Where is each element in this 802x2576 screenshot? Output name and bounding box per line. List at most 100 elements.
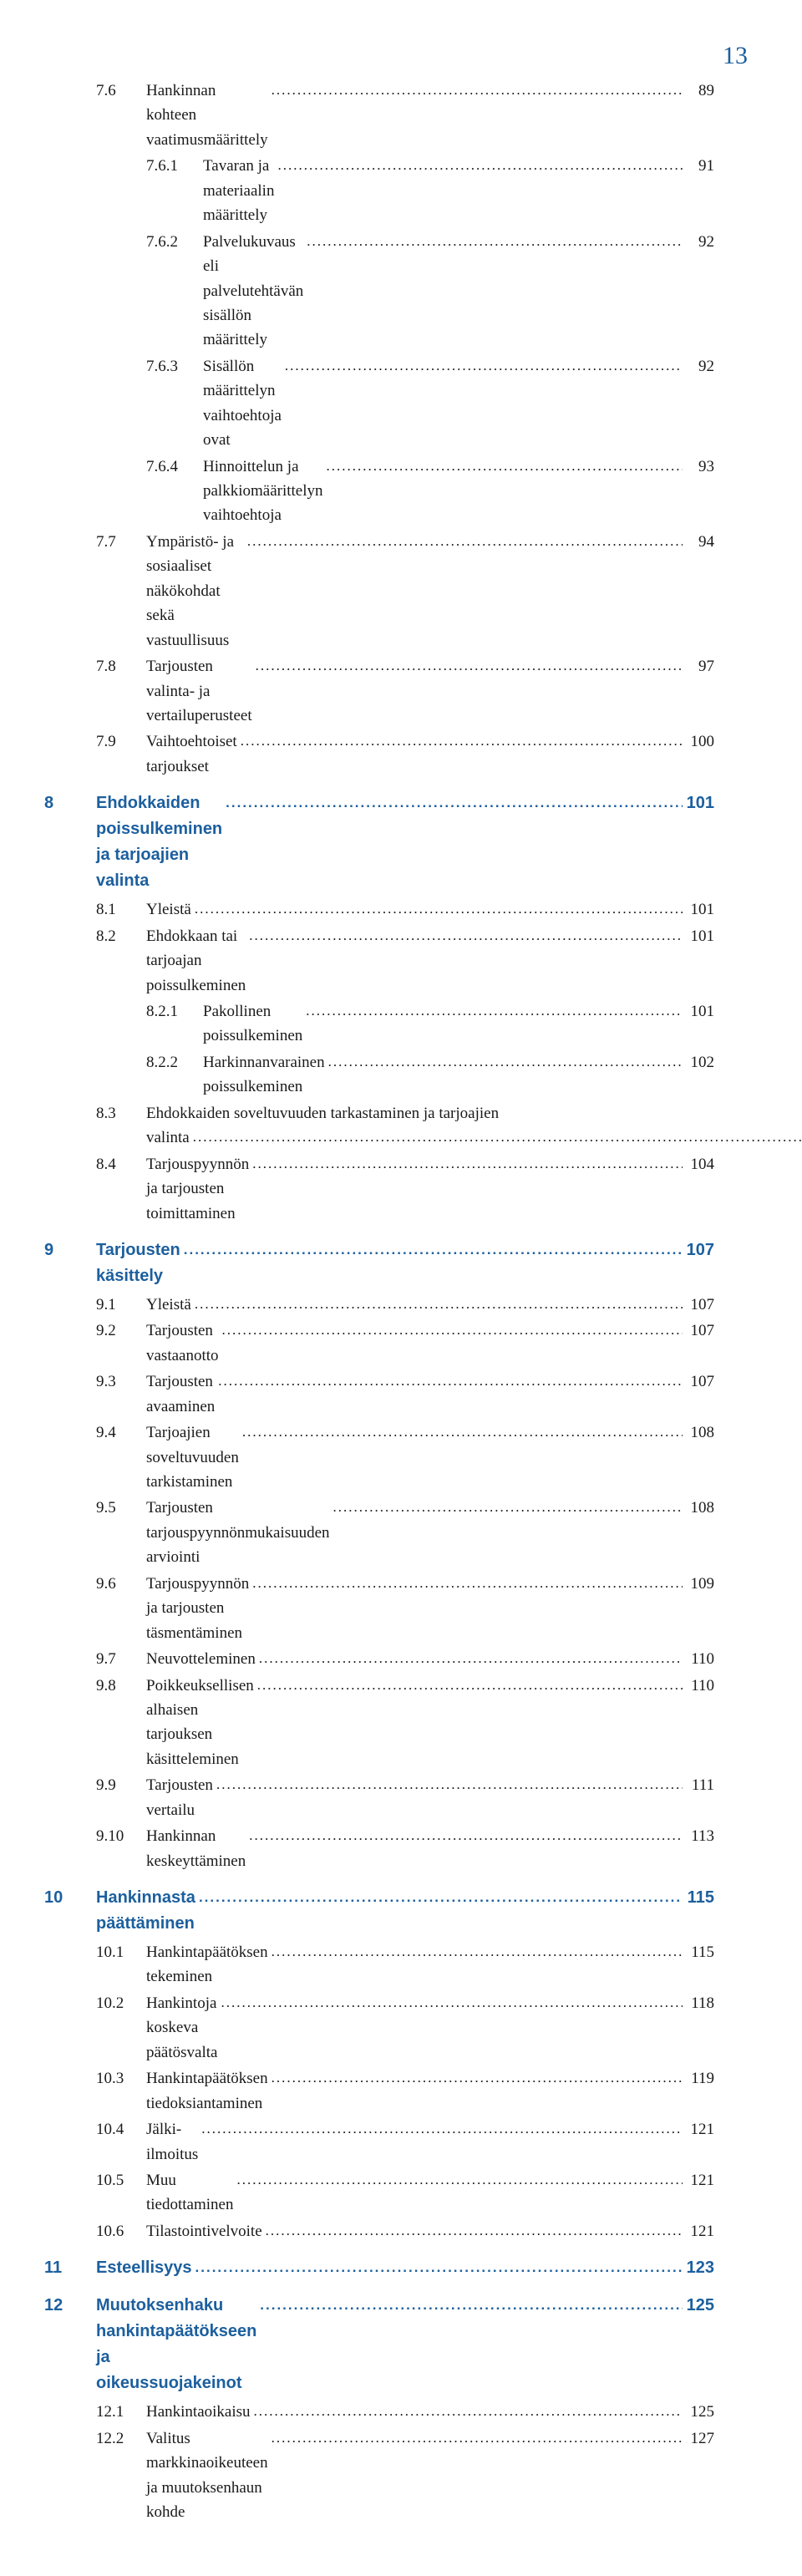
entry-title: Neuvotteleminen [146,1647,256,1671]
entry-number: 9.8 [96,1674,146,1698]
entry-number: 7.6.1 [146,154,203,178]
dot-leader: ........................................… [195,1887,683,1908]
dot-leader: ........................................… [237,730,683,752]
entry-page: 121 [683,2117,714,2142]
dot-leader: ........................................… [268,2427,683,2449]
entry-title: Pakollinen poissulkeminen [203,999,302,1049]
entry-page: 108 [683,1420,714,1445]
entry-page: 104 [683,1152,714,1176]
toc-entry: 10.3Hankintapäätöksen tiedoksiantaminen.… [96,2066,714,2116]
entry-number: 10.6 [96,2219,146,2243]
toc-entry: 8.3Ehdokkaiden soveltuvuuden tarkastamin… [96,1101,714,1151]
entry-number: 8.1 [96,897,146,922]
entry-title: Harkinnanvarainen poissulkeminen [203,1050,325,1100]
entry-title: Hankintapäätöksen tiedoksiantaminen [146,2066,268,2116]
entry-page: 123 [683,2255,714,2281]
table-of-contents: 7.6Hankinnan kohteen vaatimusmäärittely.… [96,79,714,2524]
dot-leader: ........................................… [198,2118,683,2140]
entry-title-multiline: Ehdokkaiden soveltuvuuden tarkastaminen … [146,1101,802,1151]
entry-number: 9.2 [96,1318,146,1343]
entry-title: Ympäristö- ja sosiaaliset näkökohdat sek… [146,530,244,653]
dot-leader: ........................................… [262,2220,683,2242]
entry-title-line1: Ehdokkaiden soveltuvuuden tarkastaminen … [146,1101,802,1125]
dot-leader: ........................................… [192,2257,683,2279]
dot-leader: ........................................… [239,1421,683,1443]
entry-number: 12.2 [96,2426,146,2451]
entry-title: Hankintaoikaisu [146,2400,251,2424]
entry-page: 89 [683,79,714,103]
entry-number: 9.9 [96,1773,146,1797]
entry-number: 7.6.4 [146,455,203,479]
dot-leader: ........................................… [274,155,683,176]
entry-page: 127 [683,2426,714,2451]
toc-entry: 10.1Hankintapäätöksen tekeminen.........… [96,1940,714,1989]
entry-title: Tarjousten avaaminen [146,1369,215,1419]
toc-entry: 10.2Hankintoja koskeva päätösvalta......… [96,1991,714,2065]
entry-page: 121 [683,2168,714,2192]
toc-entry: 8.1Yleistä..............................… [96,897,714,922]
entry-title: Hankinnan keskeyttäminen [146,1824,246,1873]
toc-entry: 8.2.2Harkinnanvarainen poissulkeminen...… [146,1050,714,1100]
entry-page: 100 [683,729,714,754]
entry-page: 115 [683,1940,714,1964]
dot-leader: ........................................… [249,1573,683,1594]
dot-leader: ........................................… [213,1774,683,1796]
entry-number: 7.9 [96,729,146,754]
entry-number: 10.5 [96,2168,146,2192]
dot-leader: ........................................… [268,1941,683,1963]
toc-entry: 10Hankinnasta päättäminen...............… [96,1885,714,1937]
dot-leader: ........................................… [302,1000,683,1022]
entry-page: 101 [683,999,714,1024]
entry-number: 9.6 [96,1572,146,1596]
toc-entry: 12.2Valitus markkinaoikeuteen ja muutoks… [96,2426,714,2525]
dot-leader: ........................................… [222,792,683,814]
entry-title: Hankinnasta päättäminen [96,1885,195,1937]
dot-leader: ........................................… [217,1992,683,2014]
entry-number: 12 [44,2293,96,2319]
dot-leader: ........................................… [191,1293,683,1315]
toc-entry: 7.9Vaihtoehtoiset tarjoukset............… [96,729,714,779]
dot-leader: ........................................… [246,1825,683,1847]
entry-page: 101 [683,924,714,948]
toc-entry: 10.4Jälki-ilmoitus......................… [96,2117,714,2167]
toc-entry: 10.6Tilastointivelvoite.................… [96,2219,714,2243]
entry-page: 110 [683,1647,714,1671]
entry-page: 107 [683,1293,714,1317]
entry-title: Esteellisyys [96,2255,192,2281]
entry-title: Yleistä [146,1293,191,1317]
entry-number: 9.5 [96,1496,146,1520]
entry-page: 91 [683,154,714,178]
entry-title: Tilastointivelvoite [146,2219,262,2243]
entry-title: Tarjousten valinta- ja vertailuperusteet [146,654,252,728]
entry-page: 113 [683,1824,714,1848]
dot-leader: ........................................… [233,2169,683,2191]
entry-number: 7.7 [96,530,146,554]
entry-title: Sisällön määrittelyn vaihtoehtoja ovat [203,354,282,453]
toc-entry: 10.5Muu tiedottaminen...................… [96,2168,714,2218]
entry-number: 8.3 [96,1101,146,1125]
entry-title: Tavaran ja materiaalin määrittely [203,154,274,227]
dot-leader: ........................................… [325,1051,683,1073]
entry-title: Vaihtoehtoiset tarjoukset [146,729,237,779]
entry-title: Tarjouspyynnön ja tarjousten toimittamin… [146,1152,249,1226]
entry-number: 9 [44,1237,96,1263]
entry-page: 110 [683,1674,714,1698]
entry-page: 101 [683,897,714,922]
entry-number: 10.4 [96,2117,146,2142]
entry-number: 8.2.2 [146,1050,203,1075]
entry-number: 7.8 [96,654,146,678]
toc-entry: 7.6.2Palvelukuvaus eli palvelutehtävän s… [146,230,714,353]
entry-page: 125 [683,2400,714,2424]
entry-number: 9.7 [96,1647,146,1671]
entry-title: Tarjouspyynnön ja tarjousten täsmentämin… [146,1572,249,1645]
entry-title: Muu tiedottaminen [146,2168,233,2218]
entry-title: Ehdokkaiden poissulkeminen ja tarjoajien… [96,790,222,894]
dot-leader: ........................................… [190,1126,802,1148]
entry-number: 8 [44,790,96,816]
entry-page: 109 [683,1572,714,1596]
toc-entry: 9.7Neuvotteleminen......................… [96,1647,714,1671]
toc-entry: 9.5Tarjousten tarjouspyynnönmukaisuuden … [96,1496,714,1569]
toc-entry: 7.6.4Hinnoittelun ja palkkiomäärittelyn … [146,455,714,528]
entry-page: 101 [683,790,714,816]
dot-leader: ........................................… [180,1239,683,1261]
